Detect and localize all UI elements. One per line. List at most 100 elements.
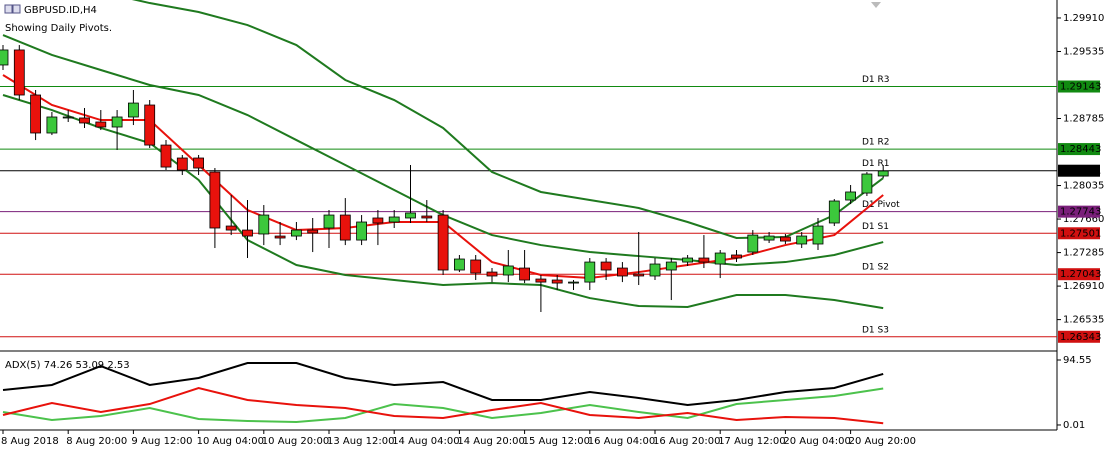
candle-body [519,267,530,281]
candle-body [714,252,726,265]
pivot-price-box [1058,227,1100,240]
y-tick-label: 0.01 [1063,420,1085,431]
y-tick-label: 1.26910 [1063,281,1104,292]
candle-body [274,235,286,239]
candle-body [470,259,482,274]
candle-body [437,214,449,271]
pivot-price-box [1058,164,1100,177]
x-tick-label: 16 Aug 04:00 [588,436,655,447]
candle-body [617,267,628,277]
symbol-title: GBPUSD.ID,H4 [24,5,97,16]
candle-body [176,157,188,171]
candle-body [828,200,840,224]
x-tick-label: 8 Aug 2018 [1,436,59,447]
y-tick-label: 1.27285 [1063,248,1104,259]
candle-body [421,215,433,219]
candle-body [209,171,221,229]
indicator-note: Showing Daily Pivots. [5,23,112,34]
candle-body [13,49,25,96]
candle-body [323,214,335,229]
x-tick-label: 10 Aug 20:00 [262,436,329,447]
candle-body [30,94,42,134]
pivot-price-label: 1.29143 [1060,82,1101,93]
pivot-name: D1 S1 [862,222,889,232]
candle-body [845,191,856,201]
pivot-price-label: 1.27501 [1060,228,1101,239]
candle-body [405,212,416,219]
candle-body [0,49,9,66]
pivot-price-label: 1.28443 [1060,144,1101,155]
x-tick-label: 17 Aug 12:00 [718,436,785,447]
candle-body [356,221,368,241]
y-tick-label: 1.26535 [1063,315,1104,326]
candle-body [600,261,612,271]
candle-body [633,273,645,277]
x-tick-label: 10 Aug 04:00 [197,436,264,447]
candle-body [763,235,775,241]
x-tick-label: 14 Aug 20:00 [457,436,524,447]
x-tick-label: 8 Aug 20:00 [66,436,127,447]
pivot-price-label: 1.28201 [1060,166,1101,177]
shift-marker[interactable] [871,2,881,8]
x-tick-label: 9 Aug 12:00 [131,436,192,447]
pivot-price-box [1058,330,1100,343]
y-tick-label: 1.28785 [1063,114,1104,125]
y-tick-label: 94.55 [1063,355,1092,366]
candle-body [796,235,808,245]
candle-body [193,157,205,169]
candle-body [339,214,351,241]
indicator-title: ADX(5) 74.26 53.09 2.53 [5,360,130,371]
candle-body [453,258,465,271]
candle-body [290,229,302,237]
candle-body [682,257,693,263]
pivot-name: D1 R1 [862,159,890,169]
pivot-price-box [1058,268,1100,281]
pivot-name: D1 R2 [862,138,890,148]
candle-body [486,271,498,277]
x-tick-label: 14 Aug 04:00 [392,436,459,447]
candle-body [551,279,563,284]
candle-body [502,265,514,276]
candle-body [812,225,824,245]
candle-body [731,254,742,259]
pivot-price-box [1058,205,1100,218]
y-tick-label: 1.29910 [1063,13,1104,24]
adx-line [2,387,884,423]
candle-body [144,104,156,146]
y-tick-label: 1.29535 [1063,46,1104,57]
x-tick-label: 20 Aug 04:00 [783,436,850,447]
candle-body [535,278,547,283]
pivot-name: D1 S3 [862,325,889,335]
candle-body [388,216,400,223]
x-tick-label: 15 Aug 12:00 [523,436,590,447]
candle-body [861,173,873,194]
candle-body [747,234,759,253]
x-tick-label: 16 Aug 20:00 [653,436,720,447]
candle-body [372,217,384,224]
candle-body [46,116,58,134]
indicator-line [131,0,884,240]
candle-body [780,236,791,242]
candle-body [127,102,139,118]
candle-body [698,257,710,263]
candle-body [79,117,90,124]
x-tick-label: 20 Aug 20:00 [849,436,916,447]
pivot-price-box [1058,143,1100,156]
candle-body [225,225,237,231]
candle-body [242,229,253,237]
candle-body [568,281,579,284]
symbol-icon [4,4,13,14]
candle-body [584,261,596,283]
candle-body [307,229,319,234]
candle-body [649,263,661,277]
symbol-icon [12,4,21,14]
y-tick-label: 1.27660 [1063,214,1104,225]
x-tick-label: 13 Aug 12:00 [327,436,394,447]
candle-body [160,144,172,168]
candle-body [665,261,677,271]
pivot-price-label: 1.27743 [1060,207,1101,218]
pivot-price-label: 1.27043 [1060,269,1101,280]
pivot-name: D1 Pivot [862,200,900,210]
candle-body [258,214,270,235]
pivot-name: D1 R3 [862,75,890,85]
